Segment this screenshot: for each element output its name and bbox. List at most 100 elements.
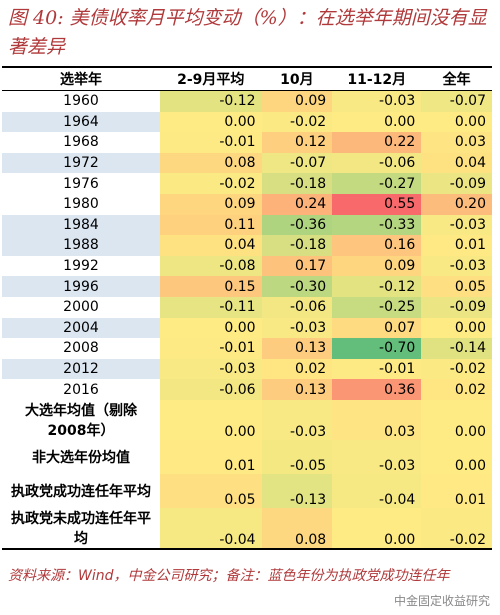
row-label: 1996 (2, 276, 160, 297)
table-row: 1996 0.15 -0.30 -0.12 0.05 (2, 276, 492, 297)
table-row: 1988 0.04 -0.18 0.16 0.01 (2, 235, 492, 256)
cell: 0.07 (332, 317, 422, 339)
cell: -0.18 (261, 235, 333, 256)
row-label: 1984 (2, 214, 160, 236)
table-row: 执政党未成功连任年平均 -0.04 0.08 0.00 -0.02 (2, 507, 492, 550)
table-row: 2000 -0.11 -0.06 -0.25 -0.09 (2, 296, 492, 318)
table-row: 2008 -0.01 0.13 -0.70 -0.14 (2, 338, 492, 359)
cell: -0.04 (332, 473, 422, 508)
cell: -0.07 (261, 152, 333, 174)
cell: -0.33 (332, 214, 422, 236)
table: 选举年 2-9月平均 10月 11-12月 全年 1960 -0.12 0.09 -0.03-… (2, 66, 492, 550)
column-header: 2-9月平均 (160, 66, 262, 91)
row-label: 1960 (63, 93, 99, 110)
cell: 0.00 (421, 111, 492, 133)
table-row: 2004 0.00 -0.03 0.07 0.00 (2, 317, 492, 339)
cell: 0.05 (421, 276, 492, 297)
cell: 0.02 (261, 358, 333, 380)
column-header: 选举年 (2, 66, 160, 91)
watermark: 中金固定收益研究 (393, 594, 490, 608)
cell: 0.04 (421, 152, 492, 174)
row-label: 1968 (63, 134, 99, 151)
cell: 0.00 (421, 317, 492, 339)
table-row: 1964 0.00 -0.02 0.00 0.00 (2, 111, 492, 133)
column-header: 11-12月 (332, 66, 422, 91)
source-note: 资料来源：Wind，中金公司研究；备注：蓝色年份为执政党成功连任年 (8, 568, 450, 584)
cell: 0.03 (421, 132, 492, 153)
cell: -0.01 (160, 132, 262, 153)
row-label: 2004 (2, 317, 160, 339)
cell: -0.01 (332, 358, 422, 380)
cell: -0.03 (332, 439, 422, 474)
cell: -0.02 (421, 507, 492, 550)
cell: -0.03 (160, 358, 262, 380)
cell: 0.09 (160, 193, 262, 215)
table-row: 1980 0.09 0.24 0.55 0.20 (2, 193, 492, 215)
cell: -0.02 (421, 358, 492, 380)
cell: -0.06 (332, 152, 422, 174)
cell: 0.04 (160, 235, 262, 256)
cell: -0.03 (332, 90, 422, 112)
cell: 0.08 (261, 507, 333, 550)
cell: 0.08 (160, 152, 262, 174)
row-label: 非大选年份均值 (32, 449, 130, 466)
cell: -0.07 (421, 90, 492, 112)
cell: 0.11 (160, 214, 262, 236)
table-row: 大选年均值（剔除2008年） 0.00 -0.03 0.03 0.00 (2, 399, 492, 440)
row-label: 大选年均值（剔除2008年） (25, 402, 137, 439)
row-label: 1992 (63, 258, 99, 275)
cell: 0.36 (332, 379, 422, 400)
table-row: 1968 -0.01 0.12 0.22 0.03 (2, 132, 492, 153)
row-label: 1976 (63, 175, 99, 192)
cell: 0.00 (160, 399, 262, 440)
cell: -0.25 (332, 296, 422, 318)
cell: 0.03 (332, 399, 422, 440)
cell: 0.13 (261, 338, 333, 359)
cell: -0.09 (421, 173, 492, 194)
cell: -0.05 (261, 439, 333, 474)
cell: 0.09 (261, 90, 333, 112)
cell: -0.03 (261, 317, 333, 339)
title: 图 40: 美债收率月平均变动（%）：在选举年期间没有显著差异 (8, 7, 487, 58)
row-label: 2012 (2, 358, 160, 380)
row-label: 1972 (2, 152, 160, 174)
cell: 0.12 (261, 132, 333, 153)
cell: -0.09 (421, 296, 492, 318)
row-label: 执政党未成功连任年平均 (2, 507, 160, 550)
header-row: 选举年 2-9月平均 10月 11-12月 全年 (2, 66, 492, 91)
table-row: 2012 -0.03 0.02 -0.01 -0.02 (2, 358, 492, 380)
column-header: 全年 (421, 66, 492, 91)
table-row: 1992 -0.08 0.17 0.09 -0.03 (2, 255, 492, 277)
cell: -0.06 (160, 379, 262, 400)
cell: -0.12 (160, 90, 262, 112)
cell: -0.03 (421, 255, 492, 277)
column-header: 10月 (261, 66, 333, 91)
cell: 0.01 (421, 473, 492, 508)
cell: -0.12 (332, 276, 422, 297)
row-label: 1964 (2, 111, 160, 133)
cell: 0.00 (160, 317, 262, 339)
cell: 0.05 (160, 473, 262, 508)
row-label: 2016 (63, 381, 99, 398)
table-row: 1972 0.08 -0.07 -0.06 0.04 (2, 152, 492, 174)
cell: 0.16 (332, 235, 422, 256)
cell: 0.55 (332, 193, 422, 215)
cell: -0.36 (261, 214, 333, 236)
cell: 0.20 (421, 193, 492, 215)
cell: -0.14 (421, 338, 492, 359)
cell: 0.24 (261, 193, 333, 215)
cell: 0.13 (261, 379, 333, 400)
row-label: 1980 (63, 196, 99, 213)
row-label: 2000 (63, 299, 99, 316)
cell: -0.01 (160, 338, 262, 359)
table-row: 非大选年份均值 0.01 -0.05 -0.03 0.00 (2, 439, 492, 474)
cell: 0.02 (421, 379, 492, 400)
cell: -0.27 (332, 173, 422, 194)
cell: -0.13 (261, 473, 333, 508)
cell: 0.00 (421, 399, 492, 440)
cell: 0.01 (160, 439, 262, 474)
cell: 0.09 (332, 255, 422, 277)
cell: 0.00 (160, 111, 262, 133)
row-label: 2008 (63, 340, 99, 357)
table-body: 1960 -0.12 0.09 -0.03 -0.07 1964 0.00 -0.02 0.00… (2, 90, 492, 550)
